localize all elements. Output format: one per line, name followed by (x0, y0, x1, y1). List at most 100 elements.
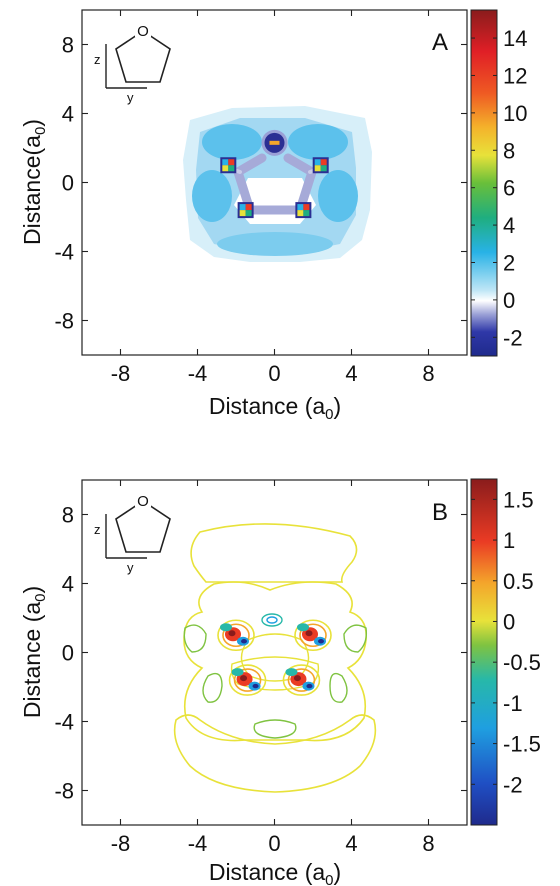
feature-a (297, 210, 304, 217)
y-tick-label-b: -8 (54, 779, 74, 804)
x-tick-label-b: 0 (268, 831, 280, 856)
heatmap-a (183, 106, 372, 262)
feature-b (228, 664, 267, 696)
colorbar-tick-label-a: 14 (503, 26, 527, 51)
colorbar-b (470, 478, 498, 826)
lobe-a (192, 170, 232, 222)
inset-axis-y-a: y (127, 90, 134, 105)
panel-b: -8 -4 0 4 8 8 4 0 -4 -8 B Distance (a0) Distance … (19, 478, 541, 886)
y-tick-label-b: 8 (62, 503, 74, 528)
colorbar-tick-label-a: -2 (503, 325, 523, 350)
contour-line-b (253, 719, 297, 739)
bond-a (233, 153, 317, 215)
feature-b (299, 623, 327, 648)
colorbar-tick-label-b: -1 (503, 691, 523, 716)
contour-line-b (183, 624, 207, 653)
plot-frame-b (81, 479, 468, 826)
feature-b (282, 664, 321, 696)
lobe-a (318, 170, 358, 222)
x-axis-label-a: Distance (a0) (209, 393, 341, 423)
feature-a (320, 159, 327, 166)
ring-icon (115, 500, 171, 553)
feature-a (245, 204, 252, 211)
feature-a (314, 165, 321, 172)
feature-b (241, 639, 247, 644)
colorbar-tick-label-a: 8 (503, 138, 515, 163)
colorbar-a (470, 9, 498, 357)
lobe-a (217, 232, 333, 256)
feature-b (293, 675, 301, 682)
y-tick-label-a: 0 (62, 171, 74, 196)
feature-b (240, 675, 248, 682)
panel-label-b: B (432, 499, 448, 526)
feature-b (306, 683, 313, 689)
feature-b (297, 623, 309, 632)
colorbar-tick-label-b: 1 (503, 528, 515, 553)
y-tick-label-a: 8 (62, 33, 74, 58)
inset-axis-y-b: y (127, 560, 134, 575)
x-tick-label-a: -8 (111, 361, 131, 386)
feature-b (217, 619, 255, 652)
y-axis-label-b: Distance (a0) (19, 586, 49, 718)
feature-b (220, 623, 232, 632)
feature-a (239, 204, 246, 211)
colorbar-tick-label-b: -0.5 (503, 650, 541, 675)
y-axis-label-a: Distance(a0) (19, 119, 49, 245)
colorbar-tick-label-b: 0 (503, 609, 515, 634)
feature-a (245, 210, 252, 217)
feature-b (285, 668, 298, 677)
feature-b (318, 639, 324, 644)
y-tick-label-b: -4 (54, 710, 74, 735)
inset-axis-z-b: z (94, 522, 101, 537)
y-tick-label-b: 4 (62, 572, 74, 597)
x-tick-label-a: -4 (188, 361, 208, 386)
feature-a (303, 204, 310, 211)
feature-a (297, 204, 304, 211)
contour-line-b (343, 624, 368, 653)
x-tick-label-a: 8 (422, 361, 434, 386)
feature-b (294, 619, 332, 652)
y-tick-label-a: -4 (54, 240, 74, 265)
feature-a (239, 210, 246, 217)
ring-icon (115, 30, 171, 83)
feature-b (252, 683, 259, 689)
colorbar-tick-label-b: 1.5 (503, 487, 534, 512)
y-tick-label-b: 0 (62, 641, 74, 666)
feature-a (320, 165, 327, 172)
inset-axis-z-a: z (94, 52, 101, 67)
lobe-a (202, 124, 262, 160)
colorbar-tick-label-b: -2 (503, 772, 523, 797)
feature-b (231, 668, 244, 677)
colorbar-tick-label-a: 10 (503, 101, 527, 126)
lobe-a (288, 124, 348, 160)
feature-a (269, 140, 280, 145)
colorbar-tick-label-a: 0 (503, 288, 515, 313)
atom-label-b: O (137, 493, 149, 510)
feature-a (228, 159, 235, 166)
panel-a: -8 -4 0 4 8 8 4 0 -4 -8 A Distance (a0) Distance(… (19, 9, 527, 423)
colorbar-tick-label-a: 4 (503, 213, 515, 238)
x-tick-label-b: -8 (111, 831, 131, 856)
feature-b (222, 623, 250, 648)
feature-b (233, 668, 262, 692)
contour-line-b (173, 714, 377, 793)
feature-a (303, 210, 310, 217)
contour-line-b (329, 672, 348, 703)
colorbar-tick-label-b: -1.5 (503, 732, 541, 757)
contour-line-b (202, 672, 223, 703)
molecule-inset-a: O z y (94, 21, 171, 105)
x-axis-label-b: Distance (a0) (209, 859, 341, 886)
contour-line-b (183, 581, 367, 742)
colorbar-tick-label-a: 2 (503, 250, 515, 275)
feature-a (222, 165, 229, 172)
x-tick-label-a: 4 (345, 361, 357, 386)
x-tick-label-b: -4 (188, 831, 208, 856)
feature-a (222, 159, 229, 166)
contour-line-b (266, 616, 278, 624)
feature-b (287, 668, 316, 692)
feature-b (305, 630, 313, 637)
y-tick-label-a: 4 (62, 102, 74, 127)
contour-line-b (190, 523, 358, 583)
colorbar-tick-label-a: 6 (503, 176, 515, 201)
